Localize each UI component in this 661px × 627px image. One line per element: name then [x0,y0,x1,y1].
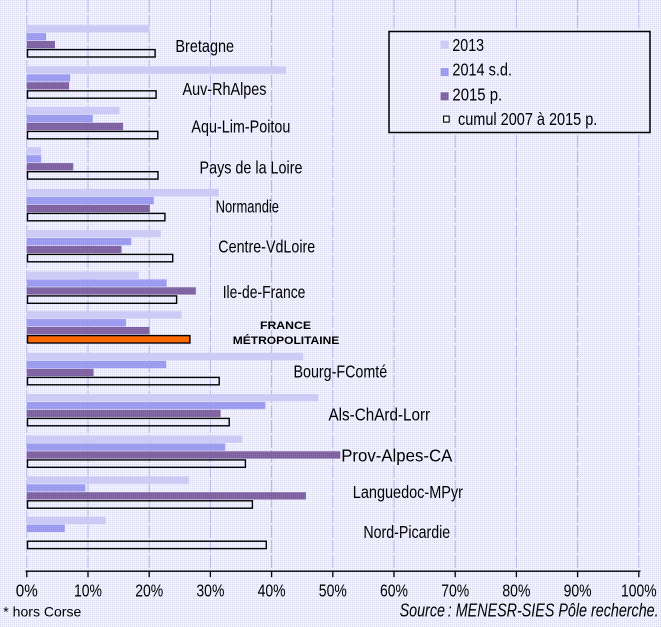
svg-text:80%: 80% [502,580,530,600]
svg-text:2014 s.d.: 2014 s.d. [452,60,512,80]
svg-text:70%: 70% [441,580,469,600]
svg-text:Nord-Picardie: Nord-Picardie [363,522,450,542]
svg-text:* hors Corse: * hors Corse [3,604,81,620]
svg-text:MÉTROPOLITAINE: MÉTROPOLITAINE [233,334,340,347]
svg-text:30%: 30% [196,580,224,600]
svg-text:20%: 20% [135,580,163,600]
svg-text:Centre-VdLoire: Centre-VdLoire [218,236,315,256]
svg-text:FRANCE: FRANCE [260,320,311,332]
svg-text:Bretagne: Bretagne [175,36,234,56]
svg-text:Pays de la Loire: Pays de la Loire [200,158,303,178]
svg-text:90%: 90% [564,580,592,600]
svg-text:Aqu-Lim-Poitou: Aqu-Lim-Poitou [191,117,290,137]
svg-text:Source : MENESR-SIES Pôle rech: Source : MENESR-SIES Pôle recherche. [400,600,659,621]
svg-text:2013: 2013 [452,35,484,55]
svg-text:Bourg-FComté: Bourg-FComté [294,361,388,381]
svg-text:2015 p.: 2015 p. [452,84,502,104]
svg-text:50%: 50% [319,580,347,600]
svg-text:Ile-de-France: Ile-de-France [223,282,306,302]
svg-text:Languedoc-MPyr: Languedoc-MPyr [353,482,463,502]
svg-text:cumul 2007 à 2015 p.: cumul 2007 à 2015 p. [458,109,597,129]
svg-text:100%: 100% [621,580,657,600]
svg-text:60%: 60% [380,580,408,600]
svg-text:0%: 0% [16,580,38,600]
svg-text:Normandie: Normandie [216,197,279,217]
svg-text:Auv-RhAlpes: Auv-RhAlpes [183,79,267,99]
svg-text:Prov-Alpes-CA: Prov-Alpes-CA [341,446,452,466]
svg-text:40%: 40% [258,580,286,600]
svg-text:10%: 10% [74,580,102,600]
svg-text:Als-ChArd-Lorr: Als-ChArd-Lorr [329,405,431,425]
